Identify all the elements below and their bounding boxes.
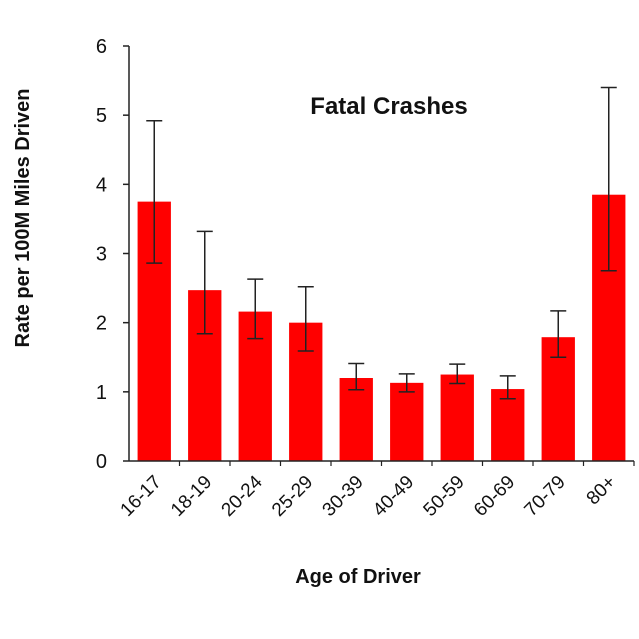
y-axis-ticks: 0 1 2 3 4 5 6 xyxy=(96,36,129,473)
bar-30-39 xyxy=(339,378,373,461)
bar-50-59 xyxy=(440,374,474,461)
error-bar-30-39 xyxy=(348,362,365,391)
x-tick-label-70-79: 70-79 xyxy=(521,472,570,521)
error-bar-18-19 xyxy=(196,230,213,335)
bar-40-49 xyxy=(390,382,424,461)
y-tick-label: 4 xyxy=(96,174,107,196)
x-axis-title: Age of Driver xyxy=(295,566,421,588)
chart-title: Fatal Crashes xyxy=(310,93,467,120)
x-tick-label-60-69: 60-69 xyxy=(470,472,519,521)
error-bar-70-79 xyxy=(550,310,567,358)
x-tick-label-30-39: 30-39 xyxy=(319,472,368,521)
error-bar-80+ xyxy=(600,86,617,272)
x-tick-label-20-24: 20-24 xyxy=(218,471,268,521)
y-tick-label: 0 xyxy=(96,451,107,473)
error-bar-20-24 xyxy=(247,278,264,340)
bar-60-69 xyxy=(491,389,525,461)
x-tick-label-80+: 80+ xyxy=(583,472,621,510)
bars-group xyxy=(137,194,626,462)
error-bar-40-49 xyxy=(398,373,415,393)
error-bar-25-29 xyxy=(297,285,314,352)
x-tick-label-50-59: 50-59 xyxy=(420,472,469,521)
x-tick-label-16-17: 16-17 xyxy=(117,472,166,521)
y-tick-label: 3 xyxy=(96,244,107,266)
y-tick-label: 6 xyxy=(96,36,107,58)
error-bar-16-17 xyxy=(146,119,163,264)
y-tick-label: 5 xyxy=(96,105,107,127)
x-tick-label-25-29: 25-29 xyxy=(268,472,317,521)
error-bars-group xyxy=(146,86,617,400)
y-axis-title: Rate per 100M Miles Driven xyxy=(12,89,34,348)
x-axis-category-labels: 16-17 18-19 20-24 25-29 30-39 40-49 50-59 60-69… xyxy=(117,461,635,521)
x-tick-label-40-49: 40-49 xyxy=(369,472,418,521)
y-tick-label: 2 xyxy=(96,313,107,335)
error-bar-60-69 xyxy=(499,375,516,400)
error-bar-50-59 xyxy=(449,363,466,385)
y-tick-label: 1 xyxy=(96,382,107,404)
x-tick-label-18-19: 18-19 xyxy=(167,472,216,521)
